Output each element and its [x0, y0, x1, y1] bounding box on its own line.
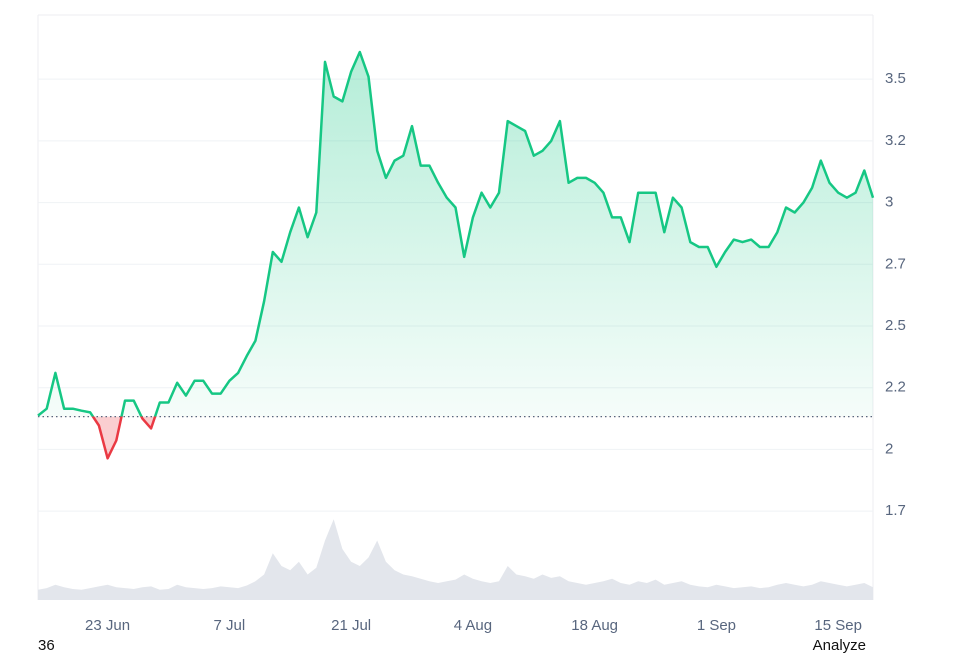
price-line [37, 50, 875, 460]
y-tick-label: 1.7 [885, 502, 906, 519]
plot [37, 50, 875, 460]
y-tick-label: 3 [885, 194, 893, 211]
y-tick-label: 2.7 [885, 255, 906, 272]
y-tick-label: 2 [885, 440, 893, 457]
labels: 1.7 2 2.2 2.5 2.7 3 3.2 3.5 23 Jun 7 Jul 21 Jul 4 A… [85, 70, 906, 634]
footer-left: 36 [38, 637, 55, 653]
x-tick-label: 7 Jul [214, 617, 246, 634]
y-tick-label: 3.2 [885, 132, 906, 149]
footer-right: Analyze [813, 637, 866, 653]
volume-area [38, 519, 873, 600]
y-tick-label: 3.5 [885, 70, 906, 87]
volume [38, 519, 873, 600]
area-fill [38, 52, 873, 459]
x-tick-label: 15 Sep [814, 617, 862, 634]
x-tick-label: 18 Aug [571, 617, 618, 634]
y-tick-label: 2.2 [885, 379, 906, 396]
x-tick-label: 1 Sep [697, 617, 736, 634]
x-tick-label: 4 Aug [454, 617, 492, 634]
y-tick-label: 2.5 [885, 317, 906, 334]
x-tick-label: 23 Jun [85, 617, 130, 634]
x-tick-label: 21 Jul [331, 617, 371, 634]
